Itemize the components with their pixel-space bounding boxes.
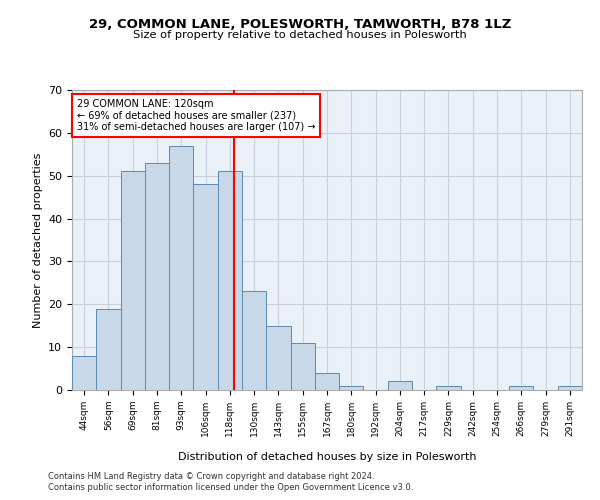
Bar	[436, 386, 461, 390]
Bar	[290, 343, 315, 390]
Bar	[388, 382, 412, 390]
Bar	[145, 163, 169, 390]
Bar	[558, 386, 582, 390]
Bar	[193, 184, 218, 390]
Text: Contains HM Land Registry data © Crown copyright and database right 2024.: Contains HM Land Registry data © Crown c…	[48, 472, 374, 481]
Text: Distribution of detached houses by size in Polesworth: Distribution of detached houses by size …	[178, 452, 476, 462]
Bar	[266, 326, 290, 390]
Text: Size of property relative to detached houses in Polesworth: Size of property relative to detached ho…	[133, 30, 467, 40]
Bar	[96, 308, 121, 390]
Bar	[509, 386, 533, 390]
Bar	[218, 172, 242, 390]
Text: Contains public sector information licensed under the Open Government Licence v3: Contains public sector information licen…	[48, 484, 413, 492]
Bar	[169, 146, 193, 390]
Bar	[121, 172, 145, 390]
Bar	[315, 373, 339, 390]
Text: 29, COMMON LANE, POLESWORTH, TAMWORTH, B78 1LZ: 29, COMMON LANE, POLESWORTH, TAMWORTH, B…	[89, 18, 511, 30]
Bar	[242, 292, 266, 390]
Bar	[339, 386, 364, 390]
Bar	[72, 356, 96, 390]
Y-axis label: Number of detached properties: Number of detached properties	[32, 152, 43, 328]
Text: 29 COMMON LANE: 120sqm
← 69% of detached houses are smaller (237)
31% of semi-de: 29 COMMON LANE: 120sqm ← 69% of detached…	[77, 98, 316, 132]
